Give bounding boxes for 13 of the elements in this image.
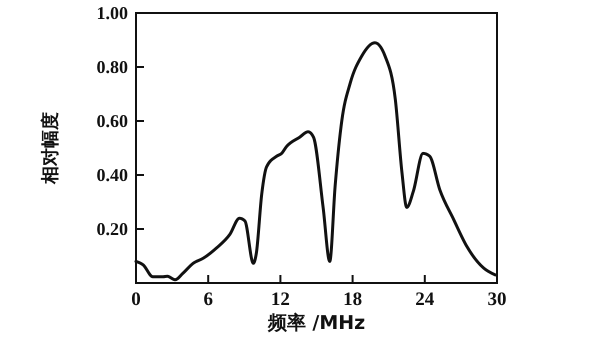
x-tick-label: 30 xyxy=(488,289,506,310)
y-tick-label: 0.80 xyxy=(96,57,128,77)
x-tick-label: 24 xyxy=(415,289,435,310)
x-tick-label: 12 xyxy=(270,289,290,310)
y-tick-label: 0.40 xyxy=(96,165,128,185)
x-tick-label: 6 xyxy=(203,289,213,310)
y-tick-label: 0.60 xyxy=(96,111,128,131)
y-axis-title: 相对幅度 xyxy=(40,112,61,185)
y-tick-label: 1.00 xyxy=(96,3,128,23)
x-axis-title: 频率 /MHz xyxy=(266,312,366,334)
x-tick-label: 0 xyxy=(131,289,141,310)
x-tick-label: 18 xyxy=(343,289,362,310)
y-tick-label: 0.20 xyxy=(96,219,128,239)
